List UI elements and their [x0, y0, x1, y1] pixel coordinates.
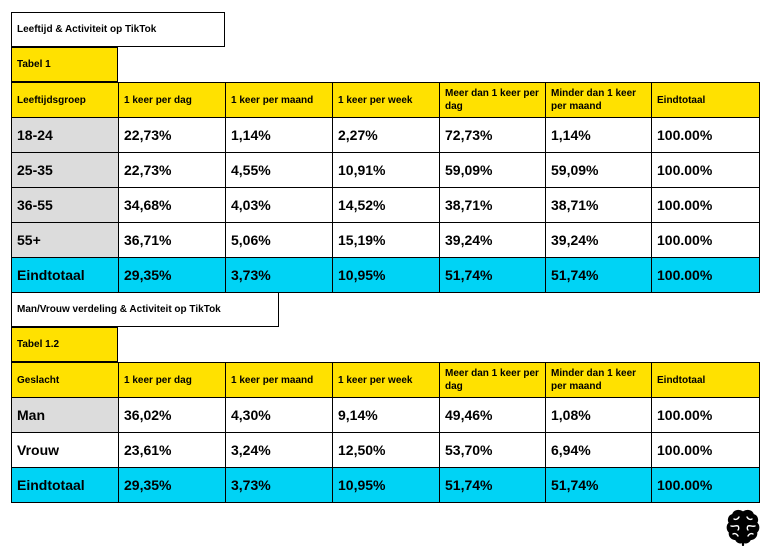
total-cell: 29,35% — [118, 257, 226, 293]
table1-total-row: Eindtotaal 29,35% 3,73% 10,95% 51,74% 51… — [11, 257, 760, 293]
table2-tag-text: Tabel 1.2 — [17, 339, 60, 350]
table-cell: 12,50% — [332, 432, 440, 468]
table-cell: 36,71% — [118, 222, 226, 258]
table1-header-cell: Minder dan 1 keer per maand — [545, 82, 652, 118]
table2-header-row: Geslacht 1 keer per dag 1 keer per maand… — [11, 362, 760, 398]
total-cell: 51,74% — [545, 257, 652, 293]
table1-tag: Tabel 1 — [11, 47, 118, 82]
table1-header-cell: Meer dan 1 keer per dag — [439, 82, 546, 118]
table2-total-row: Eindtotaal 29,35% 3,73% 10,95% 51,74% 51… — [11, 467, 760, 503]
table-cell: 15,19% — [332, 222, 440, 258]
table1-header-cell: 1 keer per maand — [225, 82, 333, 118]
row-label: 18-24 — [11, 117, 119, 153]
table-row: 18-24 22,73% 1,14% 2,27% 72,73% 1,14% 10… — [11, 117, 760, 153]
table1-title-text: Leeftijd & Activiteit op TikTok — [17, 24, 157, 35]
table-cell: 22,73% — [118, 117, 226, 153]
total-label: Eindtotaal — [11, 467, 119, 503]
table-row: Man 36,02% 4,30% 9,14% 49,46% 1,08% 100.… — [11, 397, 760, 433]
table-cell: 10,91% — [332, 152, 440, 188]
table-cell: 49,46% — [439, 397, 546, 433]
row-label: 25-35 — [11, 152, 119, 188]
table-row: 25-35 22,73% 4,55% 10,91% 59,09% 59,09% … — [11, 152, 760, 188]
table-row: Vrouw 23,61% 3,24% 12,50% 53,70% 6,94% 1… — [11, 432, 760, 468]
table1: Leeftijdsgroep 1 keer per dag 1 keer per… — [11, 82, 760, 293]
total-cell: 10,95% — [332, 467, 440, 503]
total-cell: 100.00% — [651, 467, 760, 503]
table1-header-cell: Eindtotaal — [651, 82, 760, 118]
table-cell: 14,52% — [332, 187, 440, 223]
table-row: 36-55 34,68% 4,03% 14,52% 38,71% 38,71% … — [11, 187, 760, 223]
table-cell: 100.00% — [651, 152, 760, 188]
row-label: 55+ — [11, 222, 119, 258]
total-cell: 51,74% — [439, 257, 546, 293]
table2-title-text: Man/Vrouw verdeling & Activiteit op TikT… — [17, 304, 221, 315]
table-cell: 4,30% — [225, 397, 333, 433]
table2-header-cell: 1 keer per maand — [225, 362, 333, 398]
total-cell: 100.00% — [651, 257, 760, 293]
table-row: 55+ 36,71% 5,06% 15,19% 39,24% 39,24% 10… — [11, 222, 760, 258]
total-cell: 10,95% — [332, 257, 440, 293]
table-cell: 100.00% — [651, 187, 760, 223]
table-cell: 38,71% — [545, 187, 652, 223]
table1-header-row: Leeftijdsgroep 1 keer per dag 1 keer per… — [11, 82, 760, 118]
table-cell: 34,68% — [118, 187, 226, 223]
table-cell: 1,14% — [545, 117, 652, 153]
table-cell: 38,71% — [439, 187, 546, 223]
table-cell: 5,06% — [225, 222, 333, 258]
row-label: Vrouw — [11, 432, 119, 468]
total-label: Eindtotaal — [11, 257, 119, 293]
table1-header-cell: Leeftijdsgroep — [11, 82, 119, 118]
total-cell: 3,73% — [225, 467, 333, 503]
table-cell: 3,24% — [225, 432, 333, 468]
table-cell: 9,14% — [332, 397, 440, 433]
table-cell: 72,73% — [439, 117, 546, 153]
table-cell: 53,70% — [439, 432, 546, 468]
table-cell: 39,24% — [439, 222, 546, 258]
table-cell: 100.00% — [651, 397, 760, 433]
table-cell: 100.00% — [651, 222, 760, 258]
row-label: Man — [11, 397, 119, 433]
table-cell: 1,08% — [545, 397, 652, 433]
row-label: 36-55 — [11, 187, 119, 223]
table1-title: Leeftijd & Activiteit op TikTok — [11, 12, 225, 47]
table1-tag-text: Tabel 1 — [17, 59, 51, 70]
table2-tag: Tabel 1.2 — [11, 327, 118, 362]
table1-header-cell: 1 keer per week — [332, 82, 440, 118]
table2-header-cell: 1 keer per dag — [118, 362, 226, 398]
table-cell: 39,24% — [545, 222, 652, 258]
table1-header-cell: 1 keer per dag — [118, 82, 226, 118]
table2-title: Man/Vrouw verdeling & Activiteit op TikT… — [11, 292, 279, 327]
total-cell: 51,74% — [545, 467, 652, 503]
table-cell: 22,73% — [118, 152, 226, 188]
table2-header-cell: 1 keer per week — [332, 362, 440, 398]
table-cell: 4,55% — [225, 152, 333, 188]
table-cell: 36,02% — [118, 397, 226, 433]
table2-header-cell: Meer dan 1 keer per dag — [439, 362, 546, 398]
table-cell: 59,09% — [545, 152, 652, 188]
total-cell: 29,35% — [118, 467, 226, 503]
table-cell: 1,14% — [225, 117, 333, 153]
table-cell: 100.00% — [651, 432, 760, 468]
table-cell: 2,27% — [332, 117, 440, 153]
total-cell: 51,74% — [439, 467, 546, 503]
table2-header-cell: Geslacht — [11, 362, 119, 398]
brain-icon — [726, 509, 760, 546]
table-cell: 4,03% — [225, 187, 333, 223]
table2: Geslacht 1 keer per dag 1 keer per maand… — [11, 362, 760, 503]
total-cell: 3,73% — [225, 257, 333, 293]
table-cell: 23,61% — [118, 432, 226, 468]
table-cell: 6,94% — [545, 432, 652, 468]
table-cell: 59,09% — [439, 152, 546, 188]
table-cell: 100.00% — [651, 117, 760, 153]
table2-header-cell: Eindtotaal — [651, 362, 760, 398]
table2-header-cell: Minder dan 1 keer per maand — [545, 362, 652, 398]
